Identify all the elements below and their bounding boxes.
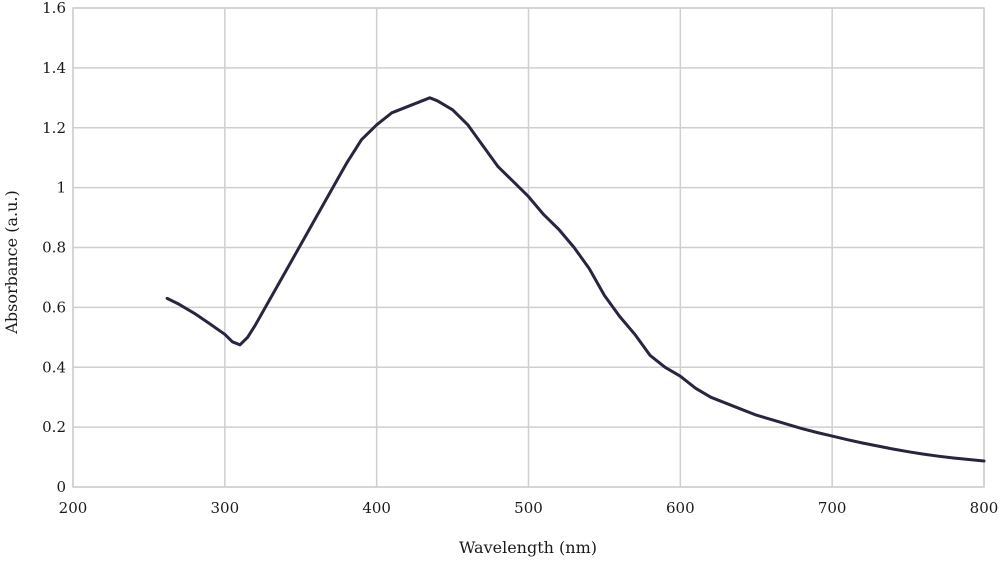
x-axis-label: Wavelength (nm) xyxy=(459,538,597,557)
x-tick-label: 300 xyxy=(211,499,240,517)
y-tick-label: 0.2 xyxy=(42,418,66,436)
x-tick-label: 800 xyxy=(970,499,999,517)
y-tick-label: 0.8 xyxy=(42,239,66,257)
y-tick-label: 0.4 xyxy=(42,358,66,376)
y-tick-label: 1.2 xyxy=(42,119,66,137)
x-tick-label: 200 xyxy=(59,499,88,517)
x-tick-label: 600 xyxy=(666,499,695,517)
y-tick-label: 1 xyxy=(56,179,66,197)
plot-border xyxy=(72,7,985,488)
x-tick-label: 500 xyxy=(514,499,543,517)
y-axis-ticks: 0 0.2 0.4 0.6 0.8 1 1.2 1.4 1.6 xyxy=(42,0,66,496)
x-tick-label: 400 xyxy=(362,499,391,517)
y-tick-label: 1.4 xyxy=(42,59,66,77)
chart-grid xyxy=(72,7,985,488)
x-axis-ticks: 200 300 400 500 600 700 800 xyxy=(59,499,999,517)
y-axis-label: Absorbance (a.u.) xyxy=(2,190,21,334)
y-tick-label: 0.6 xyxy=(42,298,66,316)
y-tick-label: 1.6 xyxy=(42,0,66,17)
series-line-0 xyxy=(165,96,986,463)
series-group xyxy=(165,96,986,463)
plot-area xyxy=(72,7,985,488)
y-tick-label: 0 xyxy=(56,478,66,496)
x-tick-label: 700 xyxy=(818,499,847,517)
